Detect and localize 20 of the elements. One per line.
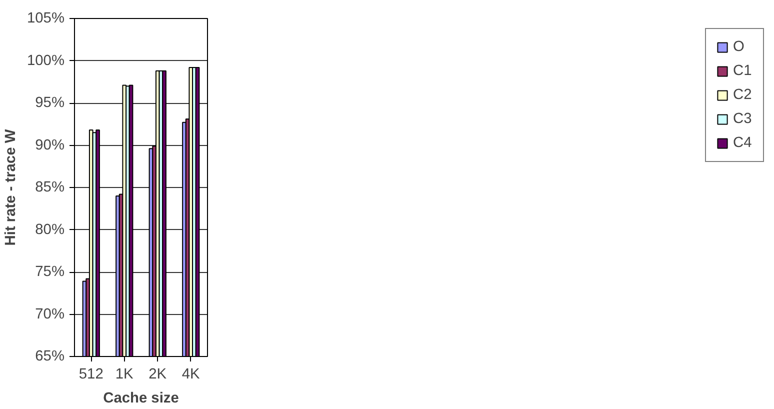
legend-label: C2 [733,87,753,103]
legend-label: C4 [733,135,753,151]
x-axis-title: Cache size [103,390,179,406]
x-tick-label: 2K [148,366,167,382]
y-tick-label: 80% [35,222,65,238]
y-tick-label: 85% [35,180,65,196]
legend-label: C3 [733,111,753,127]
y-tick-label: 105% [27,10,65,26]
y-tick-label: 75% [35,264,65,280]
y-axis-title: Hit rate - trace W [3,129,20,246]
y-tick-label: 100% [27,52,65,69]
legend-label: C1 [733,63,753,79]
legend-label: O [733,39,746,55]
x-tick-label: 512 [78,366,104,382]
y-tick-label: 70% [35,306,65,322]
y-tick-label: 90% [35,137,65,154]
x-tick-label: 1K [115,366,134,382]
x-tick-label: 4K [182,366,200,382]
y-tick-label: 95% [35,95,65,111]
y-tick-label: 65% [35,348,65,364]
